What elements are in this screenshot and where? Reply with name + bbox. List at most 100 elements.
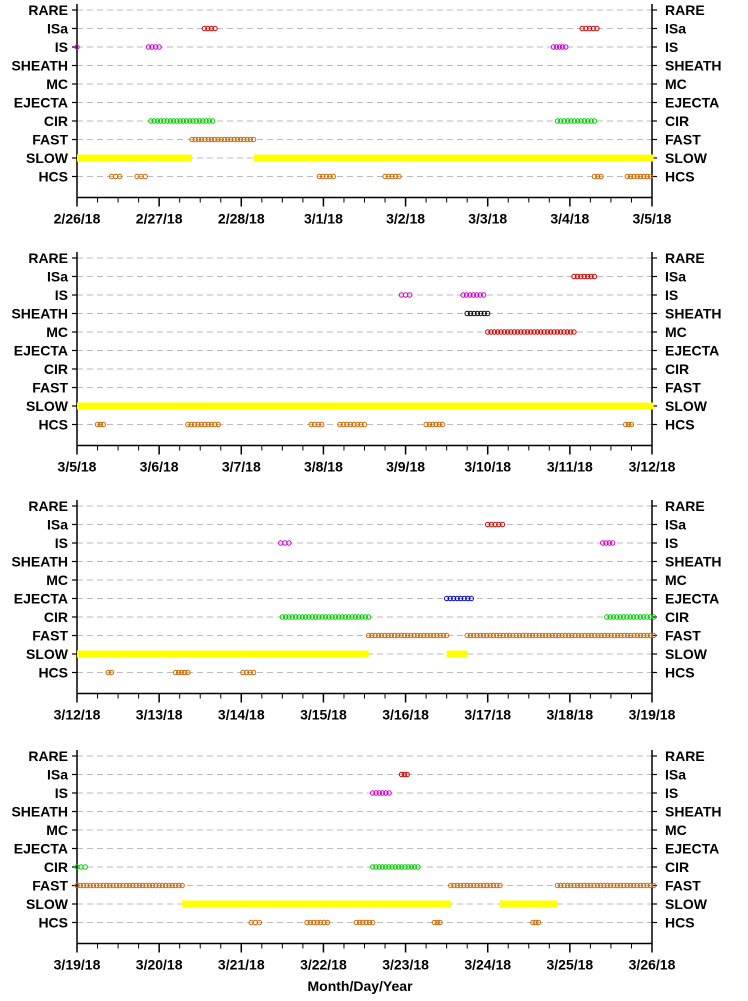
event-point: [631, 632, 637, 639]
event-point: [289, 614, 296, 620]
event-point: [601, 632, 608, 639]
event-point: [191, 421, 198, 428]
event-point: [621, 632, 627, 639]
event-marker-is: [460, 292, 487, 298]
event-point: [146, 882, 152, 889]
event-point: [330, 173, 336, 180]
x-tick-label: 3/24/18: [464, 957, 511, 973]
event-point: [601, 882, 607, 889]
category-label-right-fast: FAST: [665, 132, 701, 148]
x-tick-label: 3/5/18: [633, 211, 672, 227]
event-point: [461, 595, 467, 602]
event-point: [510, 632, 516, 639]
event-point: [296, 614, 302, 620]
event-point: [356, 919, 363, 926]
event-point: [578, 118, 584, 124]
event-point: [591, 173, 598, 180]
category-label-right-fast: FAST: [665, 628, 701, 644]
category-label-left-isa: ISa: [47, 767, 68, 783]
event-point: [247, 669, 253, 676]
event-point: [585, 632, 591, 639]
event-marker-cir: [604, 614, 657, 620]
event-point: [591, 118, 598, 124]
event-point: [454, 882, 461, 889]
event-point: [286, 540, 292, 546]
event-point: [542, 632, 549, 639]
event-point: [621, 882, 627, 889]
event-marker-ejecta: [443, 595, 474, 602]
event-point: [94, 421, 101, 428]
event-point: [366, 919, 373, 926]
event-point: [641, 632, 647, 639]
event-point: [470, 292, 477, 298]
x-tick-label: 3/20/18: [136, 957, 183, 973]
category-label-right-mc: MC: [665, 822, 687, 838]
event-point: [396, 173, 402, 180]
category-label-right-mc: MC: [665, 324, 687, 340]
event-marker-isa: [571, 273, 598, 280]
category-label-right-ejecta: EJECTA: [665, 591, 719, 607]
event-marker-hcs: [530, 919, 542, 926]
event-point: [175, 669, 182, 676]
event-point: [205, 421, 211, 428]
event-point: [208, 25, 215, 32]
event-point: [336, 614, 342, 620]
event-point: [370, 790, 376, 796]
event-point: [447, 595, 453, 602]
event-point: [170, 118, 177, 124]
event-marker-hcs: [308, 421, 325, 428]
event-point: [606, 540, 612, 546]
event-marker-isa: [201, 25, 218, 32]
event-point: [574, 273, 581, 280]
event-point: [401, 771, 408, 778]
panel-2: RARE RARE ISa ISa IS IS SHEATH SHEATH MC MC EJECTA…: [11, 250, 721, 475]
category-label-right-ejecta: EJECTA: [665, 95, 719, 111]
event-marker-sheath: [464, 310, 491, 317]
category-label-left-is: IS: [55, 287, 68, 303]
event-point: [631, 882, 637, 889]
event-point: [100, 421, 106, 428]
x-tick-label: 3/10/18: [464, 459, 511, 475]
event-point: [579, 25, 585, 32]
event-point: [647, 614, 653, 620]
event-point: [618, 632, 624, 639]
event-point: [346, 614, 352, 620]
event-point: [628, 632, 634, 639]
category-label-left-hcs: HCS: [38, 417, 68, 433]
category-label-right-fast: FAST: [665, 380, 701, 396]
x-tick-label: 3/12/18: [54, 707, 101, 723]
event-point: [117, 173, 123, 180]
event-point: [467, 310, 474, 317]
event-point: [247, 136, 254, 143]
event-marker-hcs: [382, 173, 402, 180]
category-label-left-fast: FAST: [32, 878, 68, 894]
x-tick-label: 3/6/18: [140, 459, 179, 475]
event-point: [501, 329, 508, 335]
event-point: [376, 864, 382, 870]
event-point: [575, 632, 582, 639]
event-point: [352, 614, 359, 620]
x-tick-label: 3/14/18: [218, 707, 265, 723]
event-point: [617, 614, 623, 620]
event-point: [497, 882, 503, 889]
event-point: [157, 118, 164, 124]
event-marker-fast: [189, 136, 257, 143]
event-marker-hcs: [591, 173, 604, 180]
event-point: [94, 882, 100, 889]
event-point: [523, 632, 529, 639]
event-point: [314, 919, 320, 926]
event-point: [623, 421, 629, 428]
event-point: [200, 118, 206, 124]
x-axis-title: Month/Day/Year: [307, 978, 413, 994]
event-point: [530, 919, 536, 926]
event-point: [395, 864, 402, 870]
event-point: [518, 329, 524, 335]
category-label-left-isa: ISa: [47, 517, 68, 533]
event-point: [187, 118, 193, 124]
event-point: [604, 882, 610, 889]
category-label-right-hcs: HCS: [665, 915, 695, 931]
event-point: [578, 882, 584, 889]
panel-1: RARE RARE ISa ISa IS IS SHEATH SHEATH MC MC EJECTA…: [11, 2, 721, 227]
category-label-right-mc: MC: [665, 76, 687, 92]
event-marker-hcs: [624, 173, 654, 180]
